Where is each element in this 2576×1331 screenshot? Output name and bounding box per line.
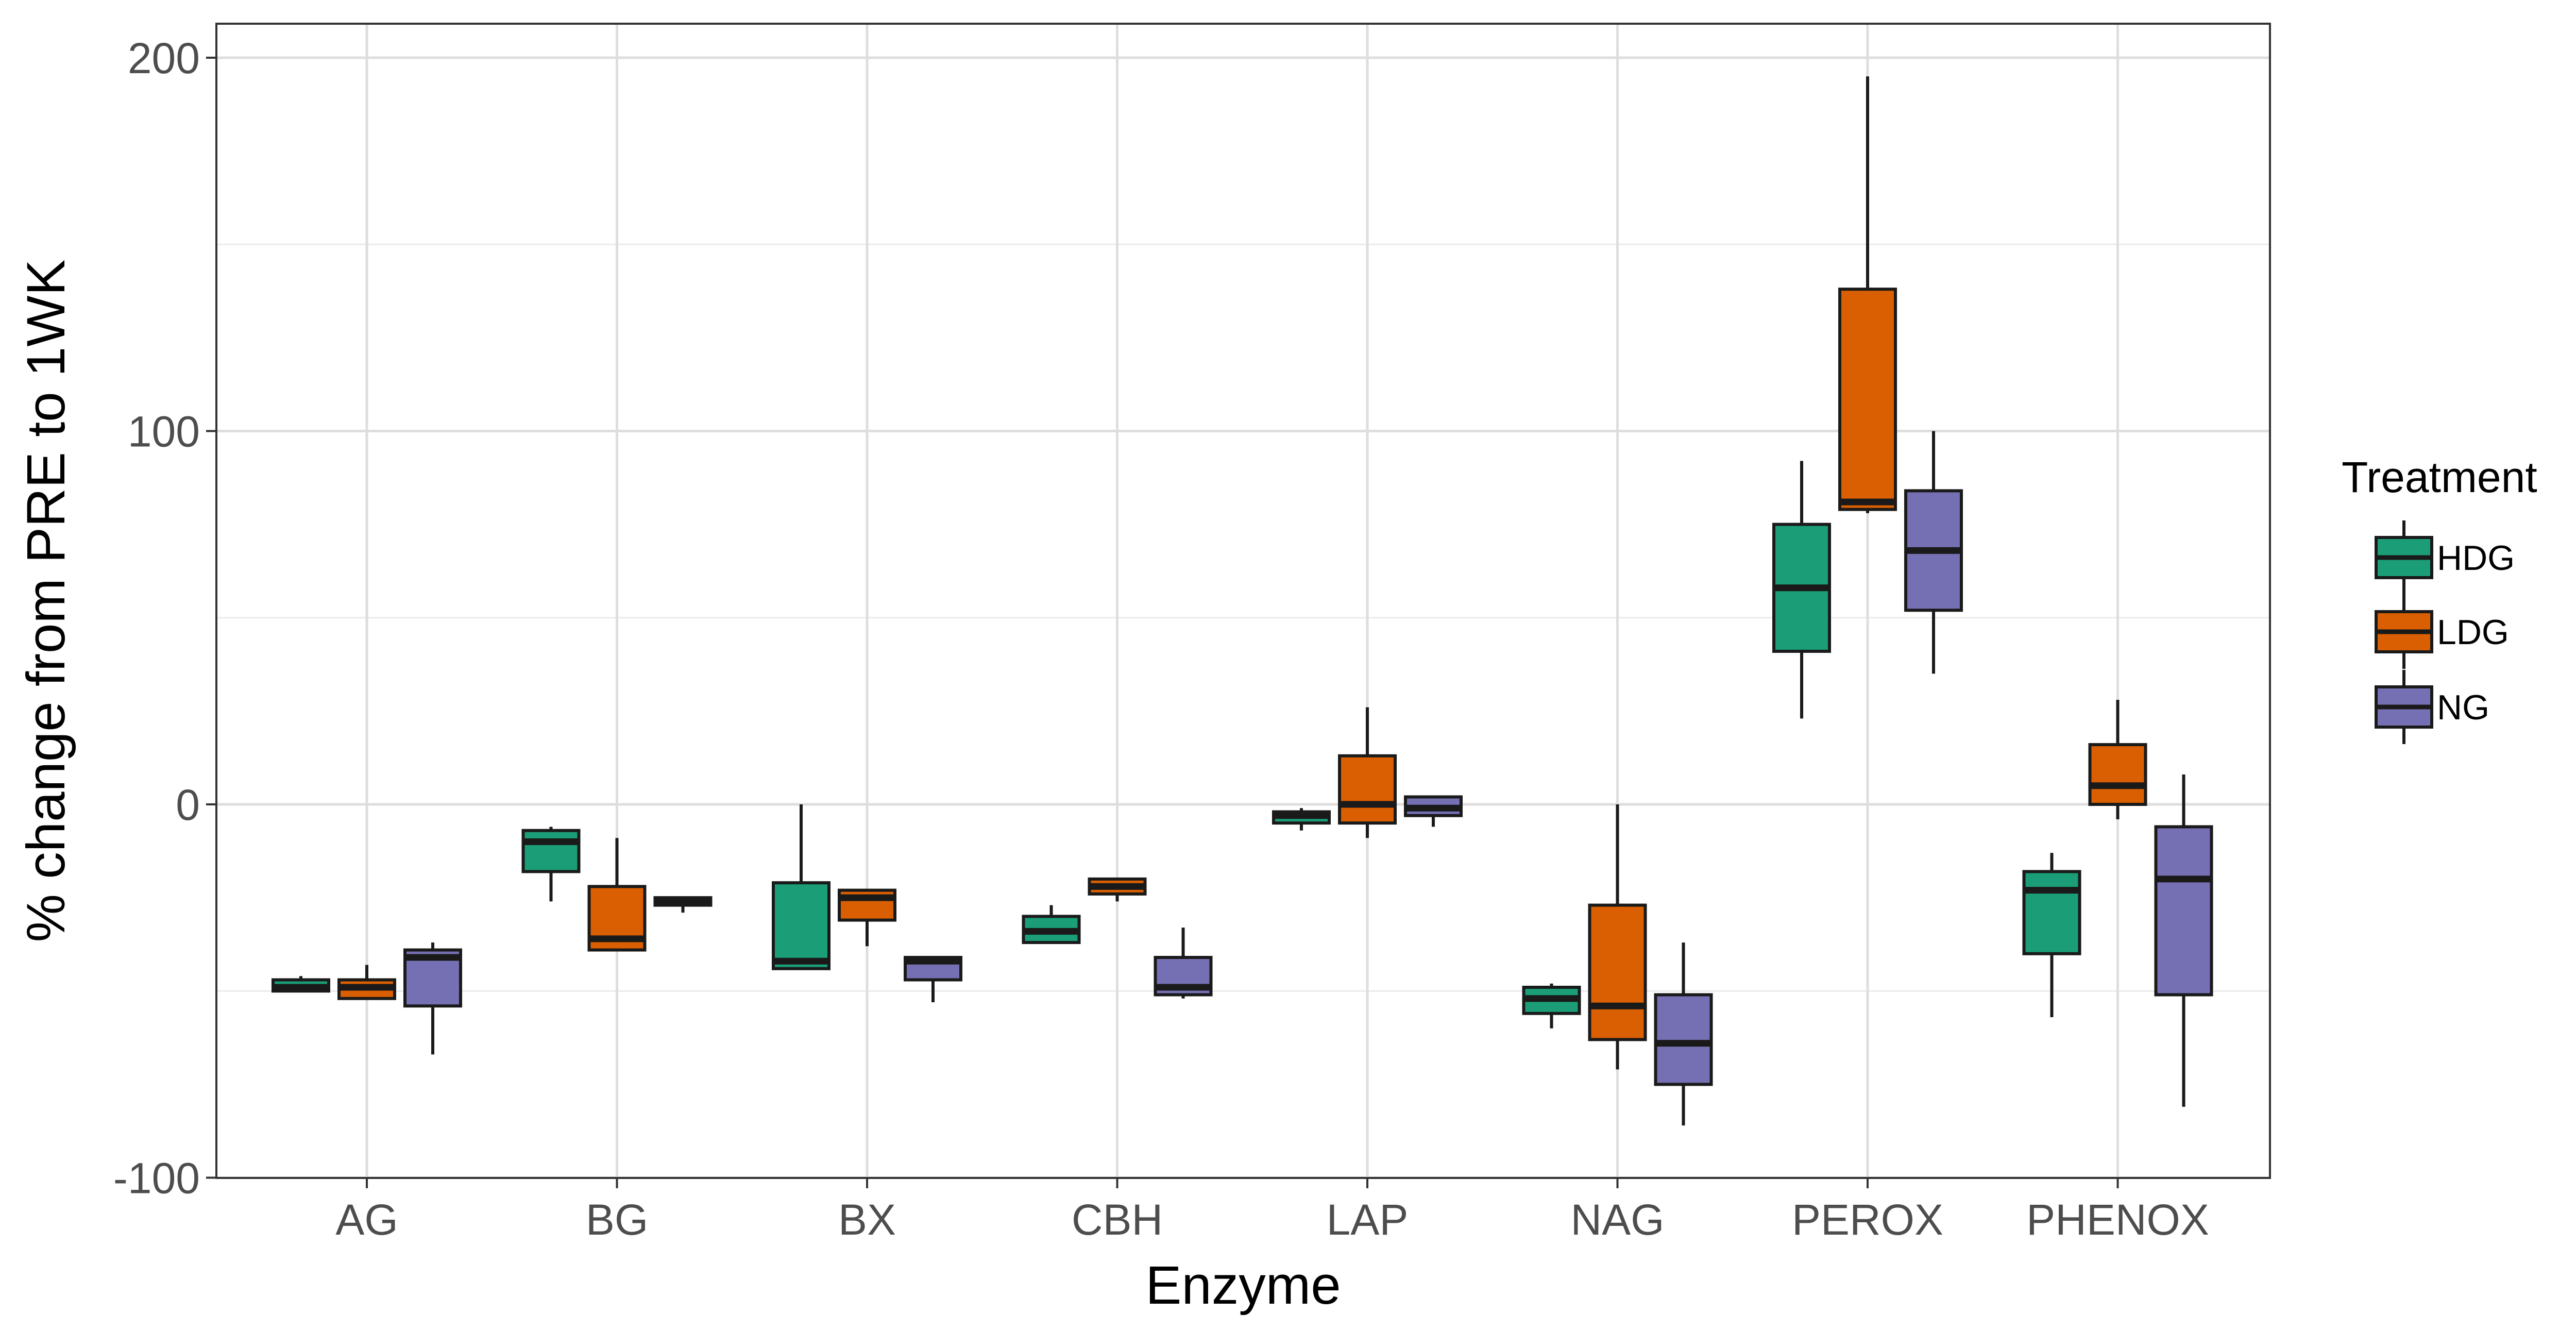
x-axis-title: Enzyme (1145, 1255, 1341, 1316)
box-ldg-perox (1838, 76, 1897, 513)
box-ng-ag (403, 942, 462, 1055)
box-hdg-lap (1272, 808, 1331, 831)
y-tick-label: -100 (113, 1154, 200, 1203)
y-axis: -100 0 100 200 (113, 34, 216, 1203)
box-ng-bx (904, 956, 962, 1002)
box-ldg-lap (1338, 707, 1397, 838)
box-ldg-ag (337, 965, 396, 1000)
box-iqr (2154, 825, 2213, 997)
x-tick-label: PHENOX (2026, 1195, 2209, 1244)
box-ng-perox (1904, 431, 1963, 674)
box-iqr (1588, 903, 1647, 1041)
box-hdg-phenox (2022, 853, 2081, 1017)
box-ldg-cbh (1088, 877, 1147, 902)
legend-key-hdg (2375, 520, 2433, 595)
x-tick-label: BG (586, 1195, 648, 1244)
panel-border (215, 23, 2271, 1179)
box-iqr (772, 881, 831, 970)
box-hdg-bg (521, 827, 581, 902)
legend-label: HDG (2437, 538, 2515, 578)
y-axis-title: % change from PRE to 1WK (16, 260, 76, 942)
box-ng-lap (1404, 795, 1463, 827)
box-hdg-ag (272, 976, 330, 993)
box-hdg-bx (772, 804, 831, 970)
box-ldg-nag (1588, 804, 1647, 1070)
y-tick-label: 100 (128, 408, 200, 456)
x-axis: AG BG BX CBH LAP NAG PEROX PHENOX (335, 1178, 2209, 1244)
box-ldg-bg (587, 838, 647, 952)
box-iqr (1654, 993, 1713, 1086)
x-tick-label: NAG (1570, 1195, 1664, 1244)
legend-key-ng (2375, 670, 2433, 744)
x-tick-label: LAP (1327, 1195, 1409, 1244)
box-hdg-nag (1522, 983, 1581, 1029)
x-tick-label: BX (838, 1195, 896, 1244)
box-iqr (2022, 870, 2081, 955)
box-ldg-bx (838, 888, 896, 947)
y-tick-label: 0 (176, 781, 200, 829)
box-ng-cbh (1154, 928, 1213, 999)
grid-lines (216, 24, 2270, 1179)
box-hdg-perox (1772, 461, 1831, 719)
legend: Treatment HDG LDG NG (2342, 453, 2537, 744)
x-tick-label: PEROX (1792, 1195, 1943, 1244)
box-iqr (2088, 743, 2147, 806)
box-hdg-cbh (1022, 905, 1081, 945)
box-ng-nag (1654, 942, 1713, 1126)
box-ng-phenox (2154, 774, 2213, 1107)
box-marks (272, 76, 2213, 1126)
legend-label: NG (2437, 688, 2489, 727)
y-tick-label: 200 (128, 34, 200, 82)
box-ldg-phenox (2088, 700, 2147, 819)
x-tick-label: CBH (1072, 1195, 1163, 1244)
box-ng-bg (653, 896, 713, 913)
legend-key-ldg (2375, 595, 2433, 669)
box-iqr (1338, 754, 1397, 825)
legend-title: Treatment (2342, 453, 2537, 501)
box-iqr (521, 829, 581, 873)
x-tick-label: AG (335, 1195, 398, 1244)
legend-label: LDG (2437, 613, 2509, 652)
box-iqr (1838, 288, 1897, 511)
